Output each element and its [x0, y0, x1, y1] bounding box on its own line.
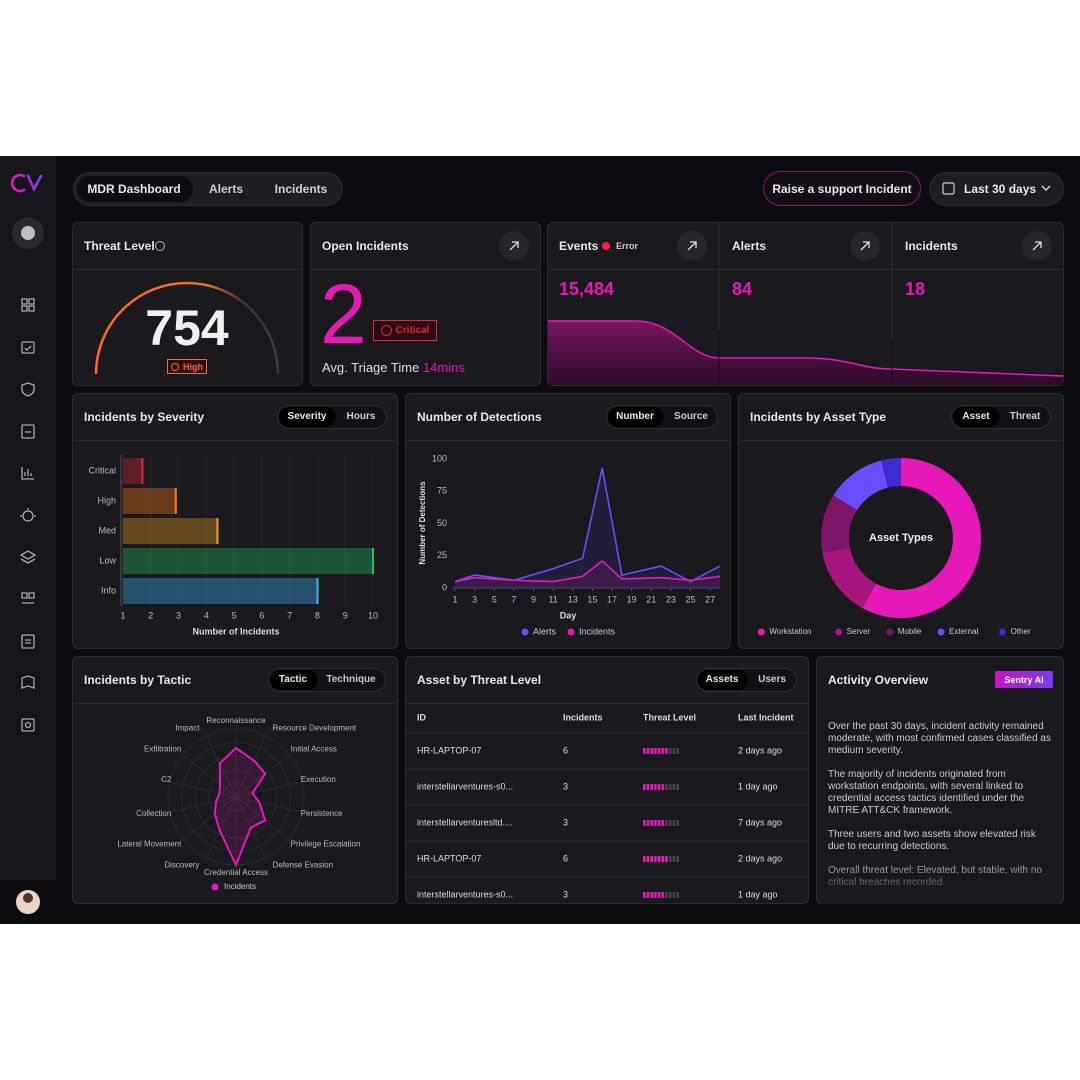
severity-card — [72, 393, 398, 649]
tab[interactable]: MDR Dashboard — [87, 182, 181, 196]
open-count: 2 — [320, 267, 367, 361]
badge-label: High — [183, 361, 203, 372]
toggle-active — [953, 407, 999, 427]
toggle-option[interactable]: Users — [758, 674, 786, 685]
paragraph: Three users and two assets show elevated… — [828, 829, 1036, 852]
card-title: Open Incidents — [322, 239, 409, 253]
card-title: Threat Level — [84, 239, 155, 253]
detections-card — [405, 393, 731, 649]
toggle-option[interactable]: Number — [616, 411, 654, 422]
toggle-active — [279, 407, 335, 427]
divider — [406, 440, 730, 441]
divider — [73, 269, 302, 270]
divider — [73, 440, 397, 441]
ai-badge: Sentry AI — [995, 671, 1053, 688]
toggle-option[interactable]: Threat — [1009, 411, 1041, 422]
stat-value: 84 — [732, 279, 753, 299]
support-button-label: Raise a support Incident — [772, 182, 912, 196]
support-button[interactable] — [763, 171, 921, 206]
card-title: Number of Detections — [417, 410, 542, 424]
triage-value: 14mins — [422, 360, 465, 375]
tactic-card — [72, 656, 398, 904]
divider — [73, 703, 397, 704]
threat-score: 754 — [145, 300, 229, 356]
divider — [548, 269, 1063, 270]
tab[interactable]: Incidents — [274, 182, 328, 196]
divider — [406, 703, 808, 704]
stat-value: 15,484 — [559, 279, 615, 299]
tab[interactable]: Alerts — [208, 182, 244, 196]
toggle-option[interactable]: Source — [674, 411, 708, 422]
toggle-option[interactable]: Hours — [346, 411, 376, 422]
toggle-active — [270, 670, 318, 690]
asset-card — [738, 393, 1064, 649]
card-title: Incidents by Tactic — [84, 673, 192, 687]
table-card — [405, 656, 809, 904]
triage: Avg. Triage Time 14mins — [322, 361, 465, 374]
toggle-option[interactable]: Tactic — [278, 674, 308, 685]
toggle-option[interactable]: Asset — [962, 411, 990, 422]
active-tab — [77, 176, 193, 202]
sidebar — [0, 156, 56, 924]
triage-label: Avg. Triage Time — [322, 360, 420, 375]
fade — [820, 858, 1060, 904]
card-title: Events — [559, 239, 599, 253]
paragraph: The majority of incidents originated fro… — [828, 769, 1025, 816]
toggle-option[interactable]: Technique — [326, 674, 376, 685]
paragraph: Over the past 30 days, incident activity… — [828, 721, 1051, 756]
badge-label: Sentry AI — [1004, 674, 1044, 685]
badge-label: Critical — [395, 325, 430, 336]
status: Error — [616, 241, 639, 251]
threat-badge: High — [167, 359, 207, 374]
card-title: Incidents — [905, 239, 958, 253]
toggle-active — [698, 670, 748, 690]
card-title: Activity Overview — [828, 673, 929, 687]
card-title: Alerts — [732, 239, 767, 253]
toggle-option[interactable]: Assets — [705, 674, 739, 685]
critical-badge: Critical — [373, 320, 437, 341]
date-range: Last 30 days — [964, 182, 1037, 196]
card-title: Incidents by Asset Type — [750, 410, 887, 424]
toggle-option[interactable]: Severity — [287, 411, 327, 422]
card-title: Incidents by Severity — [84, 410, 205, 424]
divider — [739, 440, 1063, 441]
toggle-active — [608, 407, 663, 427]
divider — [311, 269, 540, 270]
stat-value: 18 — [905, 279, 926, 299]
card-title: Asset by Threat Level — [417, 673, 542, 687]
